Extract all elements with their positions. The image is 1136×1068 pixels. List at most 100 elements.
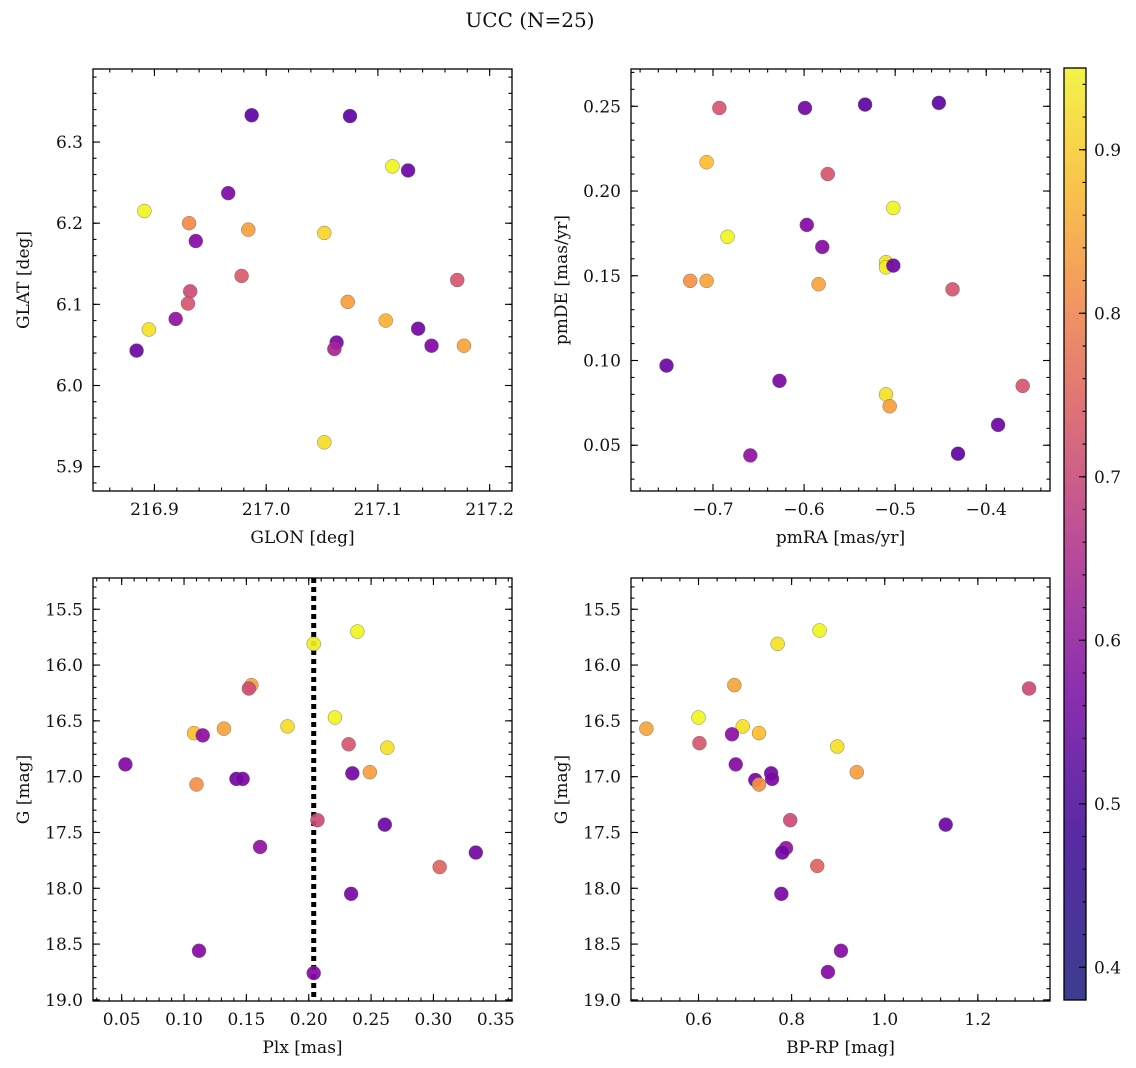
y-tick-label: 18.0 (583, 879, 621, 899)
scatter-point (724, 727, 740, 742)
scatter-point (385, 159, 400, 174)
scatter-point (380, 740, 395, 755)
scatter-point (280, 719, 295, 734)
plot-frame (630, 577, 1051, 1002)
scatter-point (468, 845, 484, 860)
scatter-point (772, 373, 787, 389)
x-tick-label: 216.9 (130, 500, 179, 520)
scatter-point (168, 311, 183, 327)
y-tick-label: 17.5 (583, 823, 621, 843)
y-tick-label: 5.9 (56, 458, 83, 478)
x-tick-label: 0.6 (685, 1010, 712, 1030)
scatter-point (882, 399, 897, 414)
x-tick-label: 217.1 (354, 500, 403, 520)
scatter-point (799, 217, 814, 233)
scatter-point (340, 294, 355, 310)
y-tick-label: 6.1 (56, 295, 83, 315)
x-tick-label: 1.2 (964, 1010, 991, 1030)
scatter-point (342, 108, 358, 124)
plot-frame (92, 68, 513, 492)
scatter-point (833, 943, 849, 958)
scatter-point (317, 435, 332, 450)
scatter-point (189, 777, 204, 792)
scatter-point (886, 258, 901, 273)
scatter-point (327, 341, 342, 357)
y-tick-label: 0.05 (583, 436, 621, 456)
y-axis-label: G [mag] (552, 755, 572, 824)
scatter-point (432, 859, 447, 875)
scatter-point (241, 681, 257, 696)
scatter-point (810, 858, 825, 874)
scatter-point (345, 766, 360, 781)
y-tick-label: 0.15 (583, 267, 621, 287)
scatter-point (751, 725, 767, 741)
scatter-point (181, 215, 197, 231)
scatter-point (235, 771, 250, 787)
scatter-point (639, 721, 654, 736)
scatter-point (141, 322, 157, 337)
scatter-point (811, 277, 826, 292)
scatter-point (659, 358, 674, 373)
scatter-point (191, 943, 207, 958)
scatter-point (188, 233, 203, 249)
scatter-point (812, 623, 827, 638)
scatter-point (180, 296, 196, 311)
y-tick-label: 18.0 (45, 879, 83, 899)
colorbar-tick-label: 0.7 (1094, 468, 1121, 488)
y-tick-label: 6.3 (56, 133, 83, 153)
scatter-point (886, 200, 901, 216)
scatter-point (362, 765, 378, 780)
scatter-point (1015, 378, 1030, 394)
scatter-point (743, 448, 758, 463)
x-tick-label: −0.7 (692, 500, 733, 520)
scatter-point (783, 812, 798, 828)
scatter-point (241, 222, 256, 237)
y-tick-label: 17.5 (45, 823, 83, 843)
colorbar-tick-label: 0.6 (1094, 631, 1121, 651)
scatter-point (378, 313, 393, 328)
scatter-point (990, 417, 1006, 433)
scatter-point (735, 719, 750, 734)
scatter-point (252, 839, 268, 855)
scatter-point (797, 100, 813, 116)
y-tick-label: 16.5 (45, 712, 83, 732)
x-tick-label: 0.25 (352, 1010, 390, 1030)
x-tick-label: 0.10 (165, 1010, 203, 1030)
colorbar-tick-label: 0.5 (1094, 795, 1121, 815)
colorbar-tick-label: 0.8 (1094, 304, 1121, 324)
y-tick-label: 15.5 (583, 600, 621, 620)
scatter-point (306, 965, 321, 981)
colorbar: 0.4 0.5 0.6 0.7 0.8 0.9 (1063, 67, 1121, 1001)
scatter-point (183, 284, 198, 299)
scatter-point (950, 446, 966, 461)
scatter-point (244, 108, 259, 123)
scatter-point (424, 338, 439, 353)
y-tick-label: 19.0 (583, 991, 621, 1011)
colorbar-frame (1063, 67, 1087, 1001)
scatter-point (945, 282, 960, 297)
scatter-point (129, 343, 144, 358)
scatter-point (692, 735, 707, 751)
scatter-point (728, 757, 743, 772)
scatter-point (857, 97, 873, 112)
scatter-point (774, 886, 789, 902)
scatter-point (377, 817, 393, 832)
x-tick-label: 0.20 (290, 1010, 328, 1030)
scatter-point (699, 273, 714, 289)
scatter-point (931, 95, 947, 111)
y-tick-label: 17.0 (583, 768, 621, 788)
x-axis-label: BP-RP [mag] (786, 1038, 895, 1058)
scatter-point (327, 710, 343, 725)
colorbar-tick-label: 0.9 (1094, 141, 1121, 161)
colorbar-tick-label: 0.4 (1094, 958, 1121, 978)
scatter-point (216, 721, 232, 736)
x-tick-label: 0.05 (103, 1010, 141, 1030)
scatter-point (195, 728, 210, 743)
x-tick-label: 0.35 (477, 1010, 515, 1030)
y-tick-label: 0.20 (583, 182, 621, 202)
y-tick-label: 16.0 (583, 656, 621, 676)
scatter-point (310, 812, 325, 828)
y-tick-label: 19.0 (45, 991, 83, 1011)
x-tick-label: −0.4 (966, 500, 1007, 520)
scatter-panel-2: −0.7 −0.6 −0.5 −0.4 0.05 0.10 0.15 0.20 0.25 pmRA… (552, 68, 1051, 548)
